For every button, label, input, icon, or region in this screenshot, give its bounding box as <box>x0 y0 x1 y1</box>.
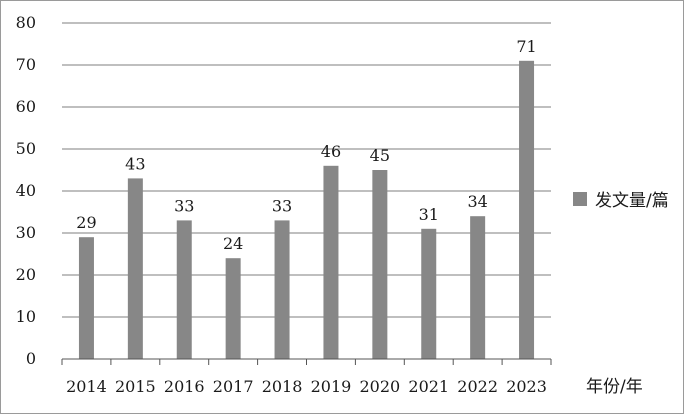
x-tick-label-2016: 2016 <box>164 377 205 396</box>
data-label-2021: 31 <box>419 205 439 224</box>
x-tick-label-2017: 2017 <box>213 377 254 396</box>
bar-2016 <box>176 220 192 359</box>
y-tick-label: 10 <box>16 307 36 326</box>
bar-2015 <box>127 178 143 359</box>
legend-label: 发文量/篇 <box>595 191 669 211</box>
data-label-2018: 33 <box>272 196 292 215</box>
data-label-2015: 43 <box>125 154 145 173</box>
data-label-2017: 24 <box>223 234 243 253</box>
data-label-2023: 71 <box>516 37 536 56</box>
x-tick-label-2022: 2022 <box>457 377 498 396</box>
y-tick-label: 40 <box>16 181 36 200</box>
bar-2021 <box>421 228 437 359</box>
bar-2014 <box>78 237 94 359</box>
y-tick-label: 20 <box>16 265 36 284</box>
y-tick-label: 60 <box>16 97 36 116</box>
x-tick-label-2023: 2023 <box>506 377 547 396</box>
data-labels: 29 43 33 24 33 46 45 31 34 71 <box>76 37 536 253</box>
bars <box>78 60 535 360</box>
x-tick-label-2015: 2015 <box>115 377 156 396</box>
data-label-2016: 33 <box>174 196 194 215</box>
y-tick-label: 0 <box>26 349 36 368</box>
y-tick-label: 80 <box>16 13 36 32</box>
x-axis-label: 年份/年 <box>586 377 643 397</box>
legend: 发文量/篇 <box>573 191 669 211</box>
bar-2019 <box>323 165 339 359</box>
data-label-2022: 34 <box>467 192 487 211</box>
y-tick-label: 70 <box>16 55 36 74</box>
bar-2020 <box>372 170 388 359</box>
y-axis-ticks: 0 10 20 30 40 50 60 70 80 <box>16 13 36 368</box>
x-tick-label-2020: 2020 <box>359 377 400 396</box>
data-label-2020: 45 <box>370 146 390 165</box>
x-tick-label-2018: 2018 <box>262 377 303 396</box>
x-axis-ticks: 2014 2015 2016 2017 2018 2019 2020 2021 2022 2023 <box>61 359 552 396</box>
x-tick-label-2021: 2021 <box>408 377 449 396</box>
bar-2018 <box>274 220 290 359</box>
y-tick-label: 30 <box>16 223 36 242</box>
bar-2017 <box>225 258 241 359</box>
legend-swatch <box>573 192 587 206</box>
x-tick-label-2014: 2014 <box>66 377 107 396</box>
y-tick-label: 50 <box>16 139 36 158</box>
x-tick-label-2019: 2019 <box>311 377 352 396</box>
bar-2022 <box>470 216 486 359</box>
data-label-2019: 46 <box>321 142 341 161</box>
gridlines <box>62 22 551 318</box>
bar-2023 <box>519 60 535 360</box>
data-label-2014: 29 <box>76 213 96 232</box>
